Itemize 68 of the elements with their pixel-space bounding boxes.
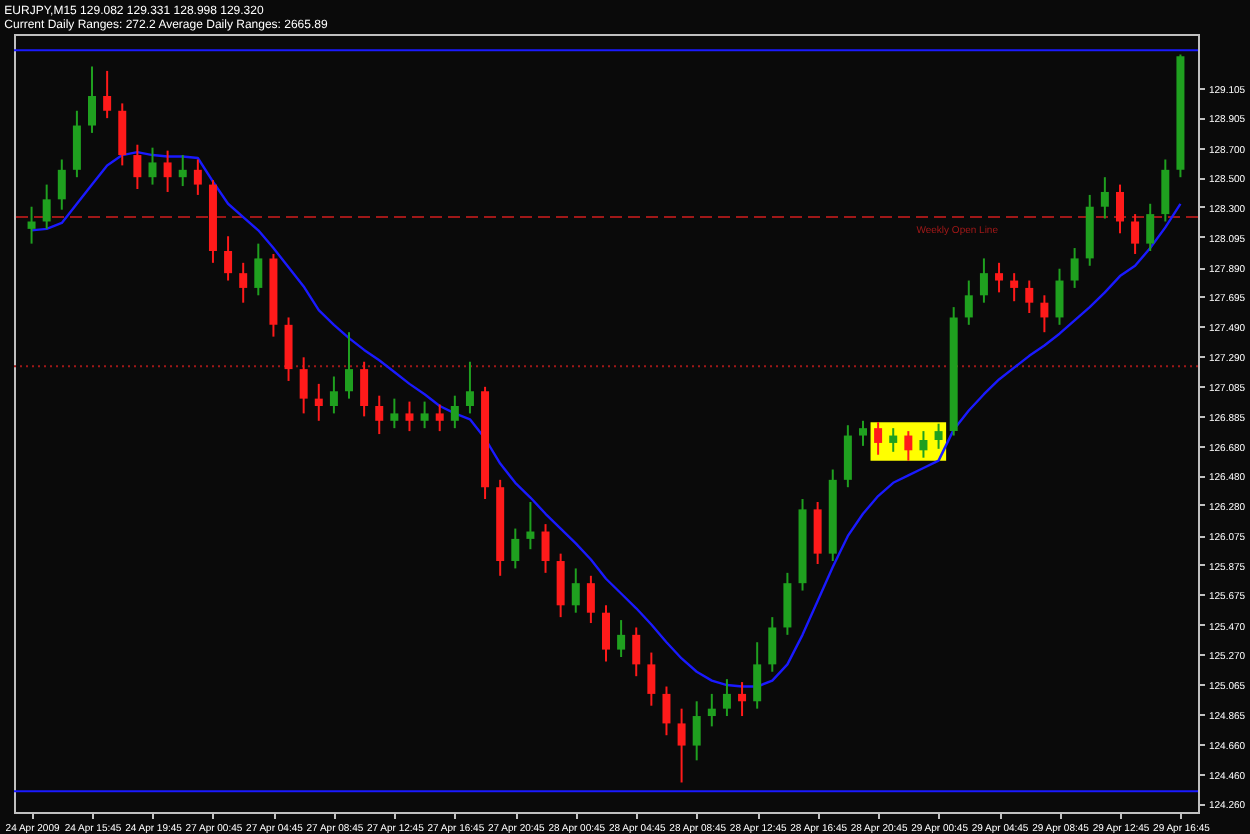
candlestick (602, 604, 610, 663)
candlestick (617, 619, 626, 658)
candlestick (586, 574, 595, 625)
candlestick (571, 567, 580, 614)
candlestick (904, 430, 913, 462)
candlestick (662, 685, 671, 737)
candlestick (843, 424, 852, 489)
candlestick (193, 158, 202, 196)
candlestick (1100, 176, 1109, 220)
candlestick (964, 279, 973, 326)
candlestick (858, 419, 867, 447)
candlestick (390, 397, 399, 430)
candlestick (707, 692, 716, 728)
candlestick (647, 651, 656, 707)
candlestick (1055, 267, 1064, 326)
candlestick (42, 183, 51, 230)
candlestick (753, 641, 762, 710)
candlestick (72, 109, 81, 179)
candlestick (345, 331, 354, 400)
candlestick (375, 394, 384, 436)
candlestick (420, 400, 429, 430)
candlestick (435, 403, 444, 433)
candlestick (783, 571, 792, 636)
candlestick (979, 257, 988, 304)
candlestick (178, 154, 187, 188)
candlestick (465, 360, 474, 415)
candlestick (738, 681, 747, 718)
candlestick (1025, 279, 1034, 315)
candlestick (148, 146, 157, 186)
candlestick (995, 261, 1004, 294)
candlestick (1131, 213, 1140, 255)
candlestick (511, 527, 520, 570)
candlestick (919, 430, 928, 459)
candlestick (299, 356, 308, 415)
candlestick (27, 205, 36, 245)
candlestick (874, 421, 883, 456)
candlestick (1010, 272, 1019, 303)
candlestick (314, 382, 323, 422)
candlestick (103, 69, 112, 120)
candlestick (405, 400, 414, 433)
candlestick (813, 500, 822, 565)
candlestick (556, 552, 565, 619)
candlestick (329, 375, 338, 415)
candlestick (1040, 294, 1049, 334)
candlestick (163, 149, 172, 193)
candlestick (934, 422, 943, 450)
candlestick (254, 242, 263, 297)
candlestick (1161, 158, 1170, 223)
candlestick (692, 700, 701, 762)
candlestick (360, 360, 369, 418)
candlestick (632, 626, 641, 678)
candlestick (224, 235, 233, 282)
candlestick (541, 523, 550, 574)
candlestick (118, 102, 127, 167)
candlestick (284, 316, 293, 382)
candlestick (768, 616, 777, 673)
candlestick (526, 500, 535, 551)
candlestick (133, 143, 142, 191)
candlestick (57, 158, 66, 211)
candlestick (889, 427, 898, 453)
candlestick (1146, 202, 1155, 253)
candlestick (1070, 247, 1079, 289)
candlestick (450, 394, 459, 430)
candlestick (1115, 183, 1124, 235)
candlestick (722, 678, 731, 718)
candlestick (88, 65, 97, 134)
candlestick (677, 707, 686, 784)
candlestick (239, 261, 248, 304)
